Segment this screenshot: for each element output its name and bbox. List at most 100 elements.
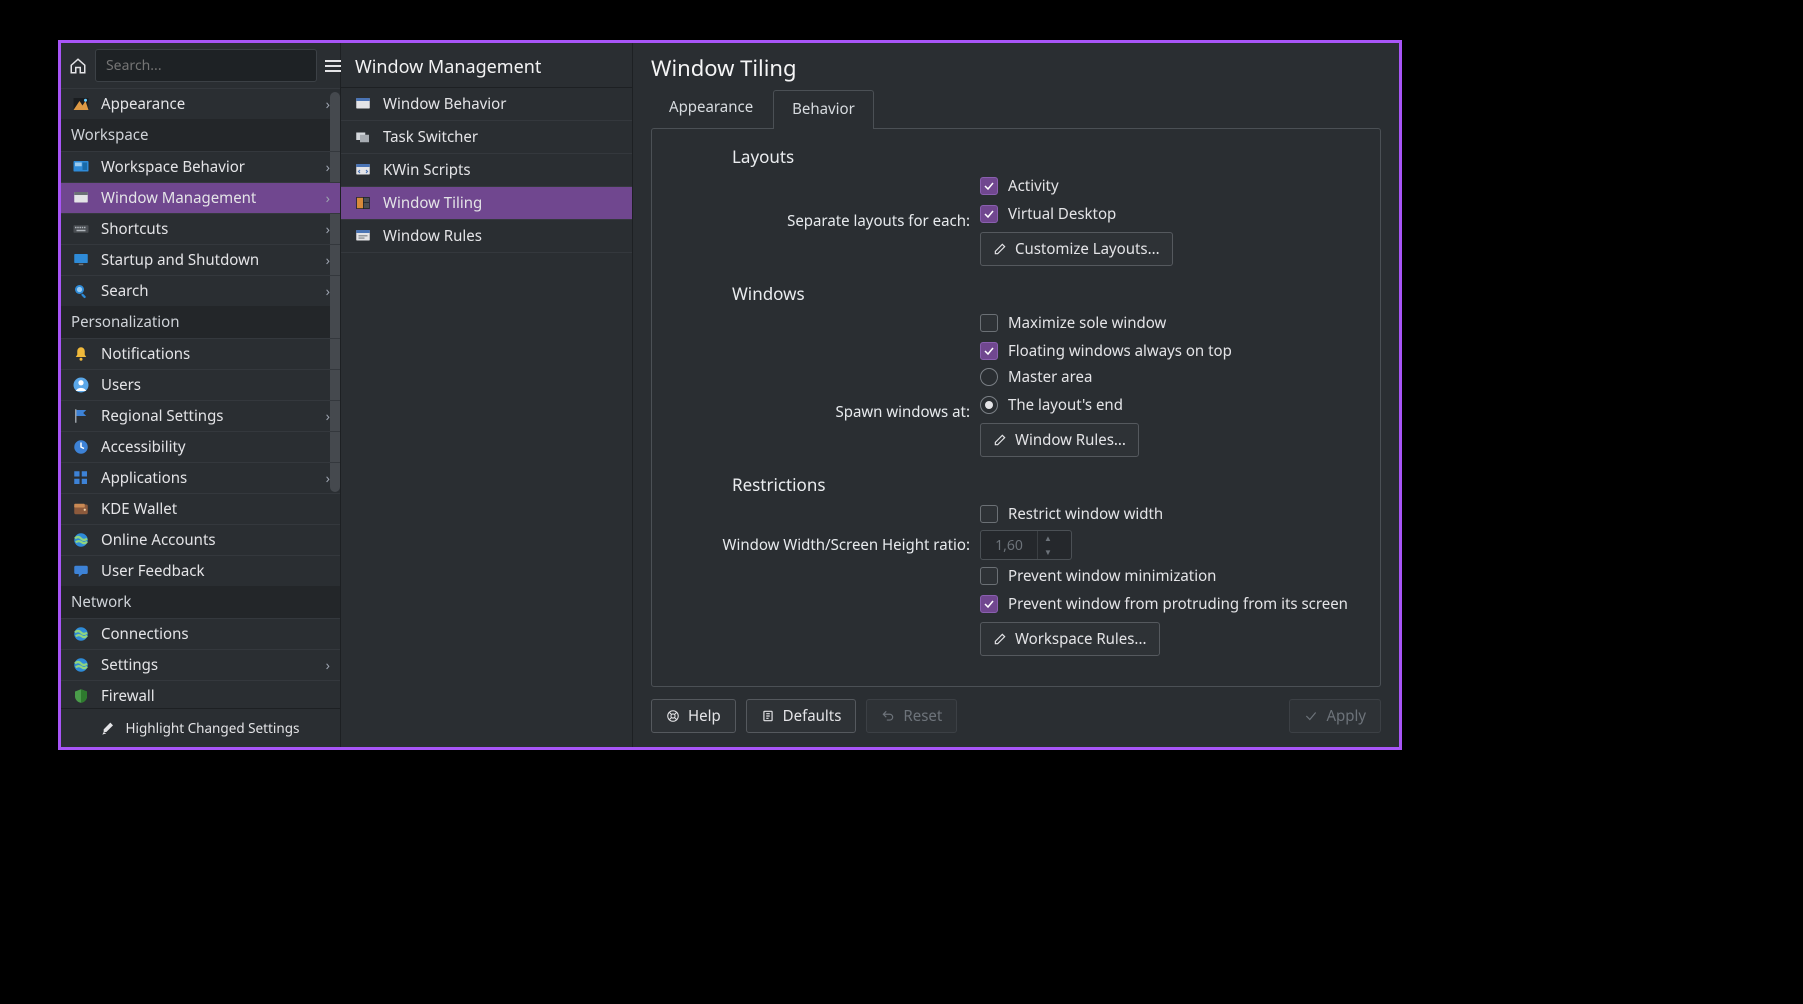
ratio-spinbox[interactable]: ▲▼ bbox=[980, 530, 1072, 560]
sidebar-item-applications[interactable]: Applications › bbox=[61, 462, 340, 493]
subcategory-item-window-behavior[interactable]: Window Behavior bbox=[341, 88, 632, 121]
floating-on-top-label: Floating windows always on top bbox=[1008, 341, 1232, 361]
chevron-right-icon: › bbox=[326, 158, 330, 177]
checkbox-restrict-width[interactable] bbox=[980, 505, 998, 523]
sidebar-item-workspace-behavior[interactable]: Workspace Behavior › bbox=[61, 151, 340, 182]
home-button[interactable] bbox=[69, 50, 87, 82]
sidebar-item-label: Connections bbox=[101, 624, 330, 644]
sidebar-item-firewall[interactable]: Firewall bbox=[61, 680, 340, 708]
sidebar-item-users[interactable]: Users bbox=[61, 369, 340, 400]
home-icon bbox=[69, 57, 87, 75]
sidebar-item-label: Search bbox=[101, 281, 316, 301]
subcategory-item-label: Task Switcher bbox=[383, 127, 478, 147]
chevron-right-icon: › bbox=[326, 469, 330, 488]
defaults-label: Defaults bbox=[783, 706, 842, 726]
defaults-icon bbox=[761, 709, 775, 723]
subcategory-item-window-rules[interactable]: Window Rules bbox=[341, 220, 632, 253]
feedback-icon bbox=[71, 561, 91, 581]
sidebar-item-settings[interactable]: Settings › bbox=[61, 649, 340, 680]
sidebar-item-notifications[interactable]: Notifications bbox=[61, 338, 340, 369]
check-icon bbox=[1304, 709, 1318, 723]
sidebar-item-online-accounts[interactable]: Online Accounts bbox=[61, 524, 340, 555]
help-icon bbox=[666, 709, 680, 723]
sidebar-item-window-management[interactable]: Window Management › bbox=[61, 182, 340, 213]
globe-icon bbox=[71, 655, 91, 675]
apply-button[interactable]: Apply bbox=[1289, 699, 1381, 733]
search-icon bbox=[71, 281, 91, 301]
sidebar-item-shortcuts[interactable]: Shortcuts › bbox=[61, 213, 340, 244]
search-input[interactable] bbox=[95, 49, 317, 82]
section-windows-title: Windows bbox=[732, 282, 1360, 305]
tab-behavior[interactable]: Behavior bbox=[773, 90, 874, 129]
hamburger-menu[interactable] bbox=[325, 50, 341, 82]
subcategory-item-kwin-scripts[interactable]: KWin Scripts bbox=[341, 154, 632, 187]
globe-icon bbox=[71, 530, 91, 550]
chevron-right-icon: › bbox=[326, 189, 330, 208]
category-list: Appearance ›Workspace Workspace Behavior… bbox=[61, 88, 340, 708]
subcategory-item-label: Window Rules bbox=[383, 226, 482, 246]
main-panel: Window Tiling AppearanceBehavior Layouts… bbox=[633, 43, 1399, 747]
checkbox-maximize-sole[interactable] bbox=[980, 314, 998, 332]
reset-label: Reset bbox=[903, 706, 942, 726]
task-switcher-icon bbox=[353, 127, 373, 147]
footer-toolbar: Help Defaults Reset Apply bbox=[633, 687, 1399, 747]
keyboard-icon bbox=[71, 219, 91, 239]
clock-icon bbox=[71, 437, 91, 457]
maximize-sole-label: Maximize sole window bbox=[1008, 313, 1166, 333]
checkbox-activity[interactable] bbox=[980, 177, 998, 195]
window-behavior-icon bbox=[353, 94, 373, 114]
subcategory-item-task-switcher[interactable]: Task Switcher bbox=[341, 121, 632, 154]
sidebar-item-label: Users bbox=[101, 375, 330, 395]
workspace-rules-button[interactable]: Workspace Rules... bbox=[980, 622, 1160, 656]
checkbox-prevent-protrude[interactable] bbox=[980, 595, 998, 613]
sidebar-item-startup-and-shutdown[interactable]: Startup and Shutdown › bbox=[61, 244, 340, 275]
sidebar-item-appearance[interactable]: Appearance › bbox=[61, 88, 340, 119]
category-header: Workspace bbox=[61, 119, 340, 151]
ratio-input[interactable] bbox=[981, 536, 1037, 555]
reset-button[interactable]: Reset bbox=[866, 699, 957, 733]
checkbox-virtual-desktop[interactable] bbox=[980, 205, 998, 223]
shield-icon bbox=[71, 686, 91, 706]
workspace-rules-label: Workspace Rules... bbox=[1015, 629, 1147, 649]
undo-icon bbox=[881, 709, 895, 723]
checkbox-prevent-minimization[interactable] bbox=[980, 567, 998, 585]
category-sidebar: Appearance ›Workspace Workspace Behavior… bbox=[61, 43, 341, 747]
radio-master-area[interactable] bbox=[980, 368, 998, 386]
window-rules-label: Window Rules... bbox=[1015, 430, 1126, 450]
activity-label: Activity bbox=[1008, 176, 1059, 196]
defaults-button[interactable]: Defaults bbox=[746, 699, 857, 733]
restrict-width-label: Restrict window width bbox=[1008, 504, 1163, 524]
sidebar-item-label: Firewall bbox=[101, 686, 330, 706]
sidebar-item-accessibility[interactable]: Accessibility bbox=[61, 431, 340, 462]
subcategory-item-window-tiling[interactable]: Window Tiling bbox=[341, 187, 632, 220]
sidebar-item-kde-wallet[interactable]: KDE Wallet bbox=[61, 493, 340, 524]
pencil-icon bbox=[993, 632, 1007, 646]
highlight-changed-button[interactable]: Highlight Changed Settings bbox=[61, 708, 340, 747]
hamburger-icon bbox=[325, 60, 341, 72]
kwin-scripts-icon bbox=[353, 160, 373, 180]
separate-layouts-label: Separate layouts for each: bbox=[672, 211, 980, 231]
radio-layout-end[interactable] bbox=[980, 396, 998, 414]
apps-icon bbox=[71, 468, 91, 488]
chevron-right-icon: › bbox=[326, 282, 330, 301]
sidebar-item-label: Appearance bbox=[101, 94, 316, 114]
spin-arrows[interactable]: ▲▼ bbox=[1037, 531, 1058, 559]
sidebar-item-regional-settings[interactable]: Regional Settings › bbox=[61, 400, 340, 431]
tab-appearance[interactable]: Appearance bbox=[651, 89, 771, 128]
window-rules-button[interactable]: Window Rules... bbox=[980, 423, 1139, 457]
sidebar-item-label: KDE Wallet bbox=[101, 499, 330, 519]
sidebar-item-user-feedback[interactable]: User Feedback bbox=[61, 555, 340, 586]
window-tiling-icon bbox=[353, 193, 373, 213]
window-icon bbox=[71, 188, 91, 208]
appearance-icon bbox=[71, 94, 91, 114]
subcategory-item-label: KWin Scripts bbox=[383, 160, 471, 180]
settings-window: Appearance ›Workspace Workspace Behavior… bbox=[58, 40, 1402, 750]
sidebar-item-search[interactable]: Search › bbox=[61, 275, 340, 306]
help-button[interactable]: Help bbox=[651, 699, 736, 733]
highlight-icon bbox=[101, 720, 117, 736]
spawn-windows-label: Spawn windows at: bbox=[672, 402, 980, 422]
sidebar-item-connections[interactable]: Connections bbox=[61, 618, 340, 649]
customize-layouts-button[interactable]: Customize Layouts... bbox=[980, 232, 1173, 266]
checkbox-floating-on-top[interactable] bbox=[980, 342, 998, 360]
sidebar-item-label: Startup and Shutdown bbox=[101, 250, 316, 270]
